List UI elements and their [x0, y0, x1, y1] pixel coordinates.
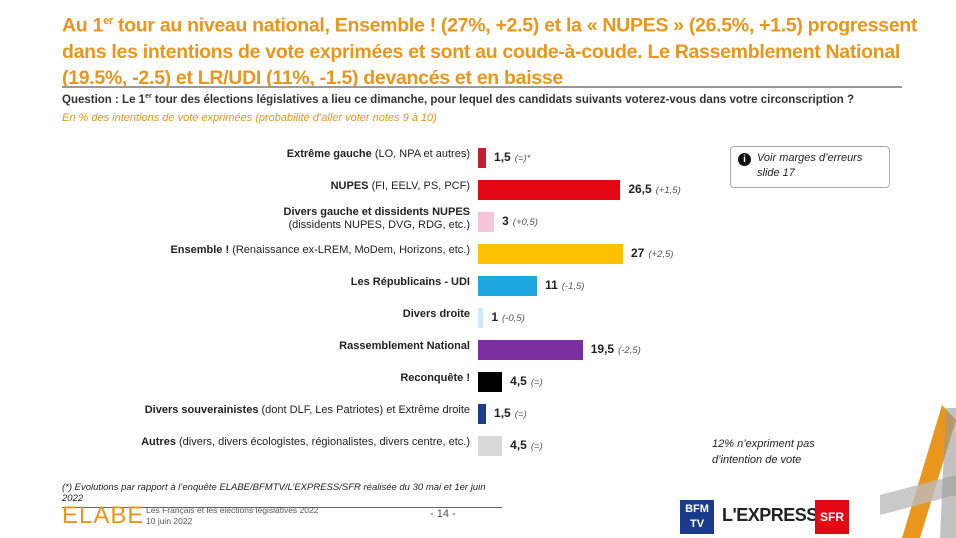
- category-label: Divers souverainistes (dont DLF, Les Pat…: [144, 404, 470, 416]
- lexpress-logo: L'EXPRESS: [722, 505, 818, 525]
- bar: [478, 340, 583, 360]
- page-number: - 14 -: [430, 508, 456, 520]
- subtitle: En % des intentions de vote exprimées (p…: [62, 112, 437, 124]
- data-label: 1,5 (=)*: [494, 150, 531, 164]
- bar: [478, 212, 495, 232]
- bar: [478, 148, 487, 168]
- bar: [478, 180, 621, 200]
- category-label: Divers droite: [402, 308, 470, 320]
- change-label: (+2,5): [648, 249, 674, 260]
- bar: [478, 276, 538, 296]
- data-label: 1 (-0,5): [491, 310, 525, 324]
- data-label: 1,5 (=): [494, 406, 527, 420]
- elabe-decorative-logo: [880, 405, 956, 538]
- change-label: (=)*: [514, 153, 531, 164]
- category-label: Divers gauche et dissidents NUPES (dissid…: [283, 206, 470, 231]
- category-label: Ensemble ! (Renaissance ex-LREM, MoDem, …: [170, 244, 470, 256]
- data-label: 27 (+2,5): [631, 246, 674, 260]
- change-label: (-2,5): [618, 345, 641, 356]
- category-label: Rassemblement National: [339, 340, 470, 352]
- change-label: (-1,5): [561, 281, 585, 292]
- category-label: NUPES (FI, EELV, PS, PCF): [330, 180, 470, 192]
- change-label: (=): [530, 377, 543, 388]
- bar: [478, 308, 484, 328]
- elabe-logo: ELABE: [62, 502, 145, 529]
- data-label: 4,5 (=): [510, 374, 543, 388]
- bar: [478, 436, 503, 456]
- change-label: (=): [514, 409, 527, 420]
- change-label: (+1,5): [655, 185, 681, 196]
- margin-note: i Voir marges d’erreurs slide 17: [730, 146, 890, 188]
- data-label: 26,5 (+1,5): [628, 182, 681, 196]
- change-label: (=): [530, 441, 543, 452]
- category-label: Reconquête !: [400, 372, 470, 384]
- non-expressed-note: 12% n’expriment pas d’intention de vote: [712, 438, 815, 466]
- category-label: Extrême gauche (LO, NPA et autres): [286, 148, 470, 160]
- footnote: (*) Evolutions par rapport à l’enquête E…: [62, 482, 502, 508]
- info-icon: i: [738, 153, 751, 166]
- study-info: Les Français et les élections législativ…: [146, 505, 319, 526]
- change-label: (+0,5): [512, 217, 538, 228]
- page-title: Au 1er tour au niveau national, Ensemble…: [62, 14, 918, 89]
- question: Question : Le 1er tour des élections lég…: [62, 93, 855, 106]
- data-label: 4,5 (=): [510, 438, 543, 452]
- divider: [62, 86, 902, 88]
- bar: [478, 404, 487, 424]
- data-label: 11 (-1,5): [545, 278, 585, 292]
- bar: [478, 372, 503, 392]
- bfmtv-logo: BFM TV: [680, 500, 714, 534]
- data-label: 19,5 (-2,5): [590, 342, 641, 356]
- data-label: 3 (+0,5): [502, 214, 538, 228]
- bar: [478, 244, 623, 264]
- category-label: Autres (divers, divers écologistes, régi…: [141, 436, 470, 448]
- sfr-logo: SFR: [815, 500, 849, 534]
- category-label: Les Républicains - UDI: [350, 276, 470, 288]
- change-label: (-0,5): [502, 313, 525, 324]
